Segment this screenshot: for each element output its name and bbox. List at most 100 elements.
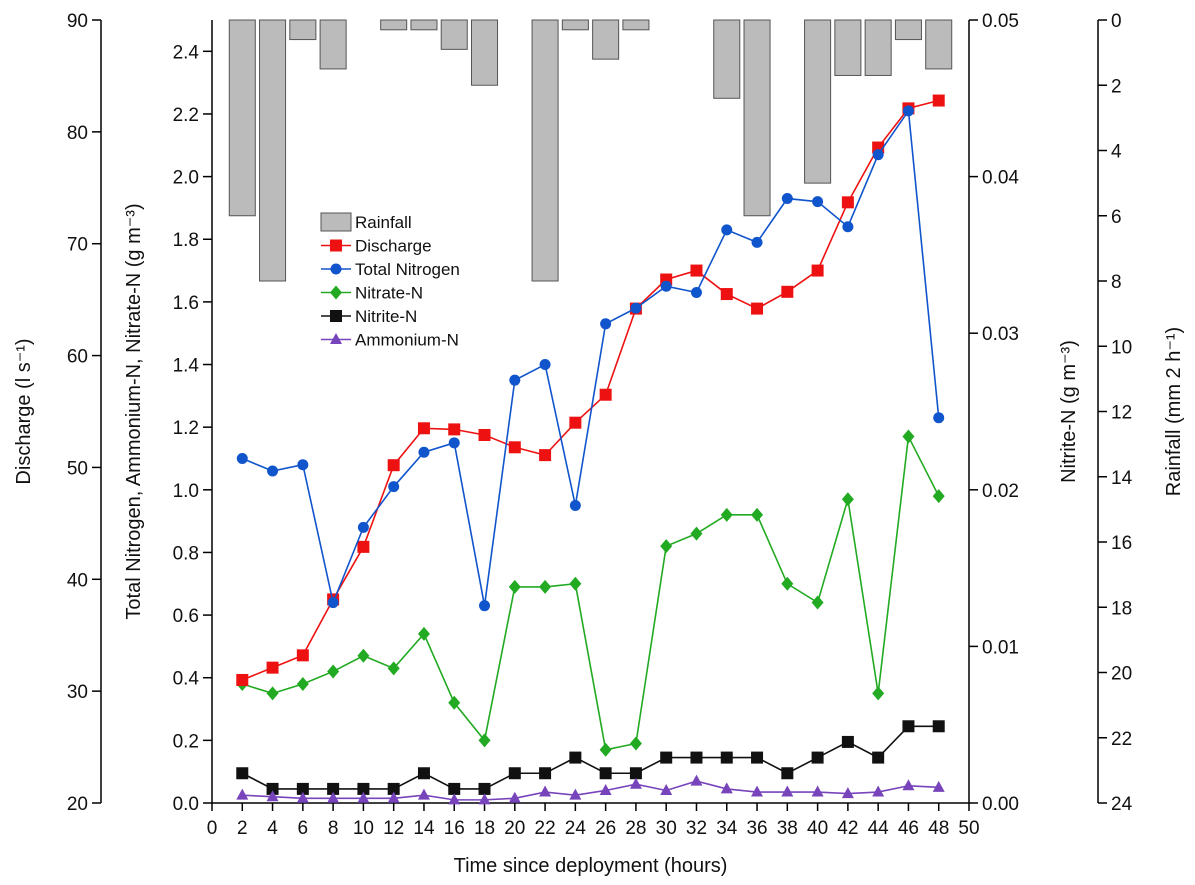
nitrogen-tick-label: 2.0 (173, 168, 199, 189)
discharge-point (841, 196, 854, 209)
rainfall-tick-label: 4 (1111, 142, 1122, 163)
x-tick-label: 2 (237, 818, 248, 839)
rainfall-tick-label: 16 (1111, 533, 1132, 554)
rainfall-bar (864, 19, 892, 76)
rainfall-bar (228, 19, 256, 217)
ammonium-n-point (599, 783, 612, 795)
nitrite-n-point (357, 782, 370, 795)
nitrite-n-point (902, 720, 915, 733)
nitrate-n-point (690, 526, 703, 541)
total-nitrogen-point (751, 236, 763, 248)
legend-label-rainfall: Rainfall (355, 213, 412, 232)
nitrate-n-point (387, 661, 400, 676)
rainfall-bar (440, 19, 468, 50)
nitrate-n-point (508, 579, 521, 594)
rainfall-tick-label: 0 (1111, 11, 1122, 32)
nitrate-n-point (932, 489, 945, 504)
rainfall-tick-label: 2 (1111, 76, 1122, 97)
x-tick-label: 24 (565, 818, 587, 839)
legend-marker-total-nitrogen (330, 263, 342, 275)
rainfall-tick-label: 12 (1111, 403, 1132, 424)
x-tick-label: 22 (535, 818, 556, 839)
discharge-tick-label: 50 (67, 458, 88, 479)
rainfall-tick-label: 10 (1111, 337, 1132, 358)
x-tick-label: 44 (868, 818, 890, 839)
ammonium-n-point (478, 793, 491, 805)
nitrite-n-point (599, 767, 612, 780)
ammonium-n-point (387, 791, 400, 803)
legend-marker-nitrite-n (330, 310, 342, 322)
x-tick-label: 6 (298, 818, 309, 839)
nitrite-n-point (327, 782, 340, 795)
rainfall-tick-label: 6 (1111, 207, 1122, 228)
discharge-point (932, 94, 945, 107)
nitrite-n-point (478, 782, 491, 795)
x-tick-label: 50 (958, 818, 979, 839)
total-nitrogen-point (479, 600, 491, 612)
nitrite-n-point (932, 720, 945, 733)
nitrogen-tick-label: 1.2 (173, 418, 199, 439)
total-nitrogen-point (236, 452, 248, 464)
nitrogen-tick-label: 0.0 (173, 794, 199, 815)
total-nitrogen-line (241, 108, 940, 606)
rainfall-tick-label: 8 (1111, 272, 1122, 293)
total-nitrogen-point (418, 446, 430, 458)
ammonium-n-line (242, 780, 939, 801)
nitrate-n-point (811, 595, 824, 610)
total-nitrogen-point (569, 499, 581, 511)
nitrite-tick-label: 0.02 (982, 481, 1019, 502)
rainfall-bar (925, 19, 953, 70)
nitrite-n-point (296, 782, 309, 795)
x-tick-label: 46 (898, 818, 919, 839)
discharge-point (811, 264, 824, 277)
nitrate-n-point (296, 676, 309, 691)
nitrate-n-point (872, 686, 885, 701)
nitrate-n-point (720, 507, 733, 522)
nitrate-n-point (539, 579, 552, 594)
ammonium-n-point (327, 791, 340, 803)
legend-marker-discharge (330, 239, 342, 252)
nitrogen-tick-label: 1.8 (173, 230, 199, 251)
discharge-series (236, 94, 945, 686)
discharge-point (751, 302, 764, 315)
nitrite-n-point (751, 751, 764, 764)
discharge-point (781, 285, 794, 298)
total-nitrogen-point (630, 302, 642, 314)
nitrogen-tick-label: 1.4 (173, 356, 200, 377)
total-nitrogen-point (357, 521, 369, 533)
x-tick-label: 16 (444, 818, 465, 839)
ammonium-n-point (841, 787, 854, 799)
nitrate-n-point (448, 695, 461, 710)
x-tick-label: 18 (474, 818, 495, 839)
nitrite-n-point (811, 751, 824, 764)
nitrite-n-point (720, 751, 733, 764)
nitrate-n-point (660, 539, 673, 554)
nitrite-n-point (690, 751, 703, 764)
rainfall-bar (592, 19, 620, 60)
legend-label-ammonium-n: Ammonium-N (355, 331, 459, 350)
nitrite-tick-label: 0.01 (982, 637, 1019, 658)
x-tick-label: 0 (207, 818, 218, 839)
nitrite-n-point (569, 751, 582, 764)
legend-marker-nitrate-n (330, 285, 342, 300)
x-tick-label: 40 (807, 818, 828, 839)
ammonium-n-point (932, 780, 945, 792)
nitrite-n-point (539, 767, 552, 780)
nitrite-tick-label: 0.03 (982, 324, 1019, 345)
discharge-axis: 20 30 40 50 60 70 80 90 Discharge (l s⁻¹) (13, 11, 102, 815)
discharge-point (599, 388, 612, 401)
nitrogen-tick-label: 0.2 (173, 731, 199, 752)
x-tick-label: 12 (383, 818, 404, 839)
discharge-point (236, 673, 249, 686)
nitrate-n-point (599, 742, 612, 757)
rainfall-axis-title: Rainfall (mm 2 h⁻¹) (1163, 327, 1185, 496)
data-series (236, 94, 945, 805)
nitrogen-tick-label: 0.4 (173, 669, 200, 690)
rainfall-bar (894, 19, 922, 41)
x-tick-label: 28 (625, 818, 646, 839)
x-axis-title: Time since deployment (hours) (454, 855, 728, 877)
nitrate-n-line (242, 433, 940, 751)
rainfall-bar (834, 19, 862, 76)
